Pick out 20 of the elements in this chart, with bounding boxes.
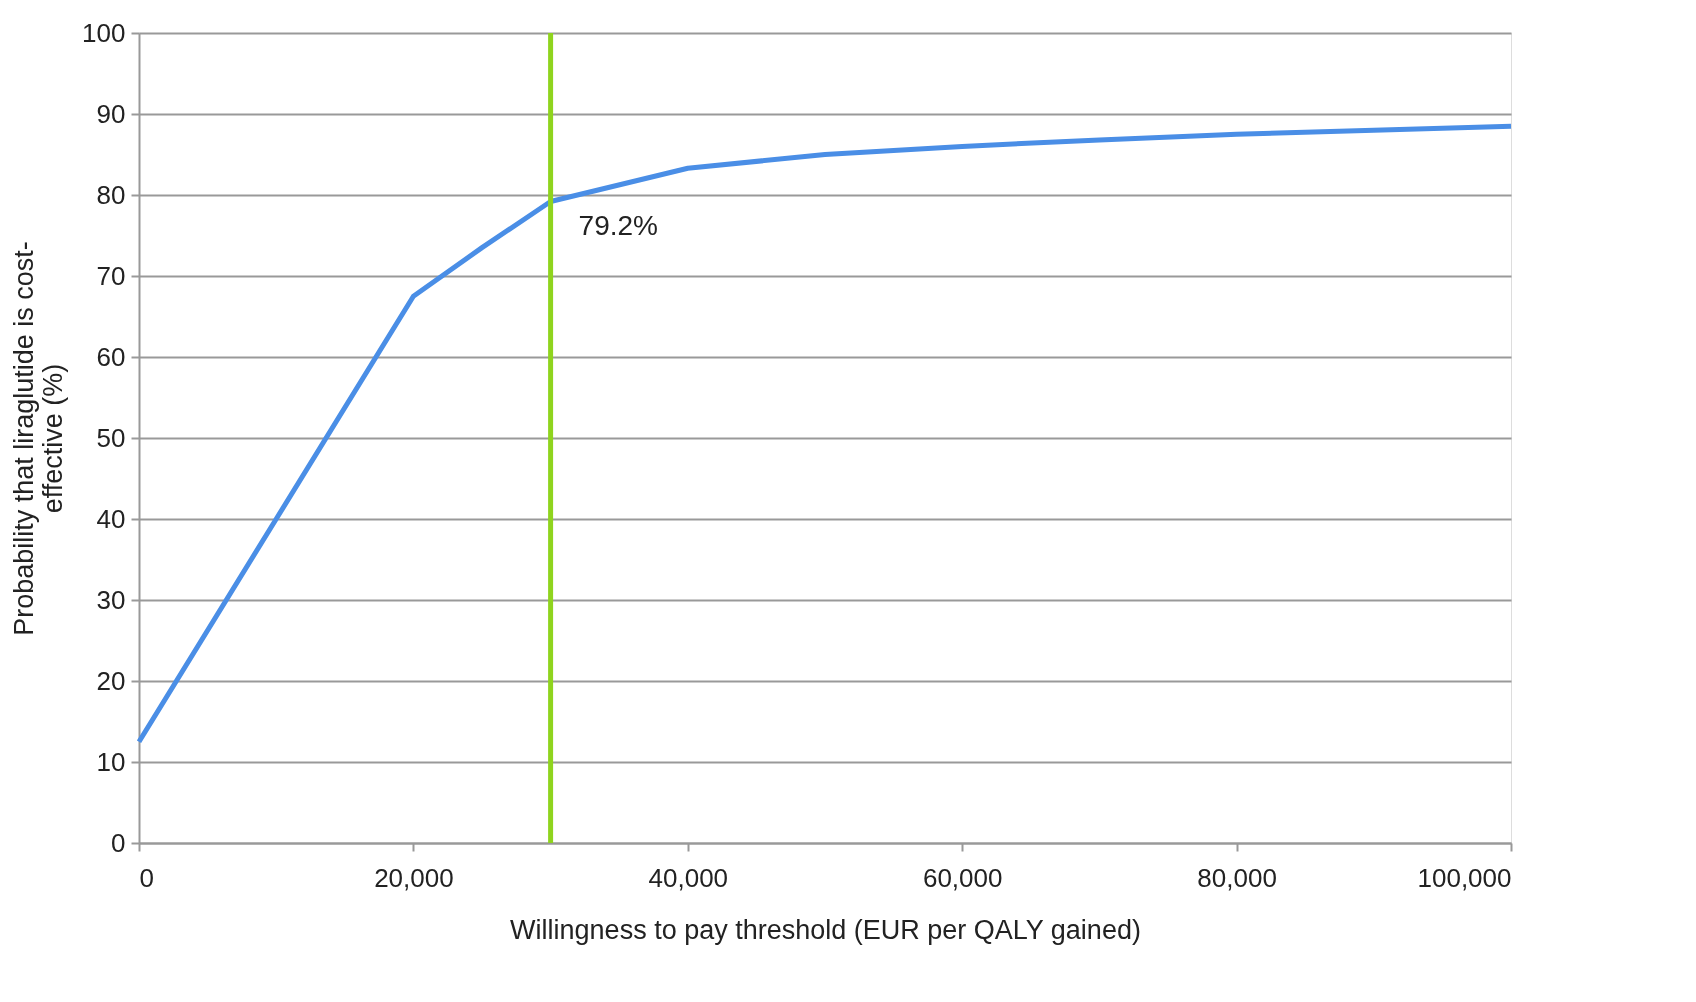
y-tick-label: 80 — [96, 179, 126, 210]
x-tick-label: 40,000 — [648, 862, 729, 893]
y-tick-label: 10 — [96, 746, 126, 777]
x-tick-label: 0 — [139, 862, 154, 893]
y-tick-label: 50 — [96, 422, 126, 453]
y-axis-title: Probability that liraglutide is cost- effective (%) — [9, 241, 69, 636]
x-tick-label: 100,000 — [1417, 862, 1512, 893]
y-tick-label: 20 — [96, 665, 126, 696]
y-tick-label: 70 — [96, 260, 126, 291]
x-axis-title: Willingness to pay threshold (EUR per QALY gained) — [510, 914, 1141, 945]
y-tick-label: 60 — [96, 341, 126, 372]
y-tick-label: 100 — [82, 17, 126, 48]
x-tick-label: 60,000 — [922, 862, 1003, 893]
x-tick-label: 80,000 — [1197, 862, 1277, 893]
y-tick-label: 30 — [96, 584, 126, 615]
y-tick-label: 40 — [96, 503, 126, 534]
y-tick-label: 0 — [111, 827, 126, 858]
annotation: 79.2% — [578, 210, 659, 242]
y-tick-label: 90 — [96, 98, 126, 129]
x-tick-label: 20,000 — [374, 862, 454, 893]
